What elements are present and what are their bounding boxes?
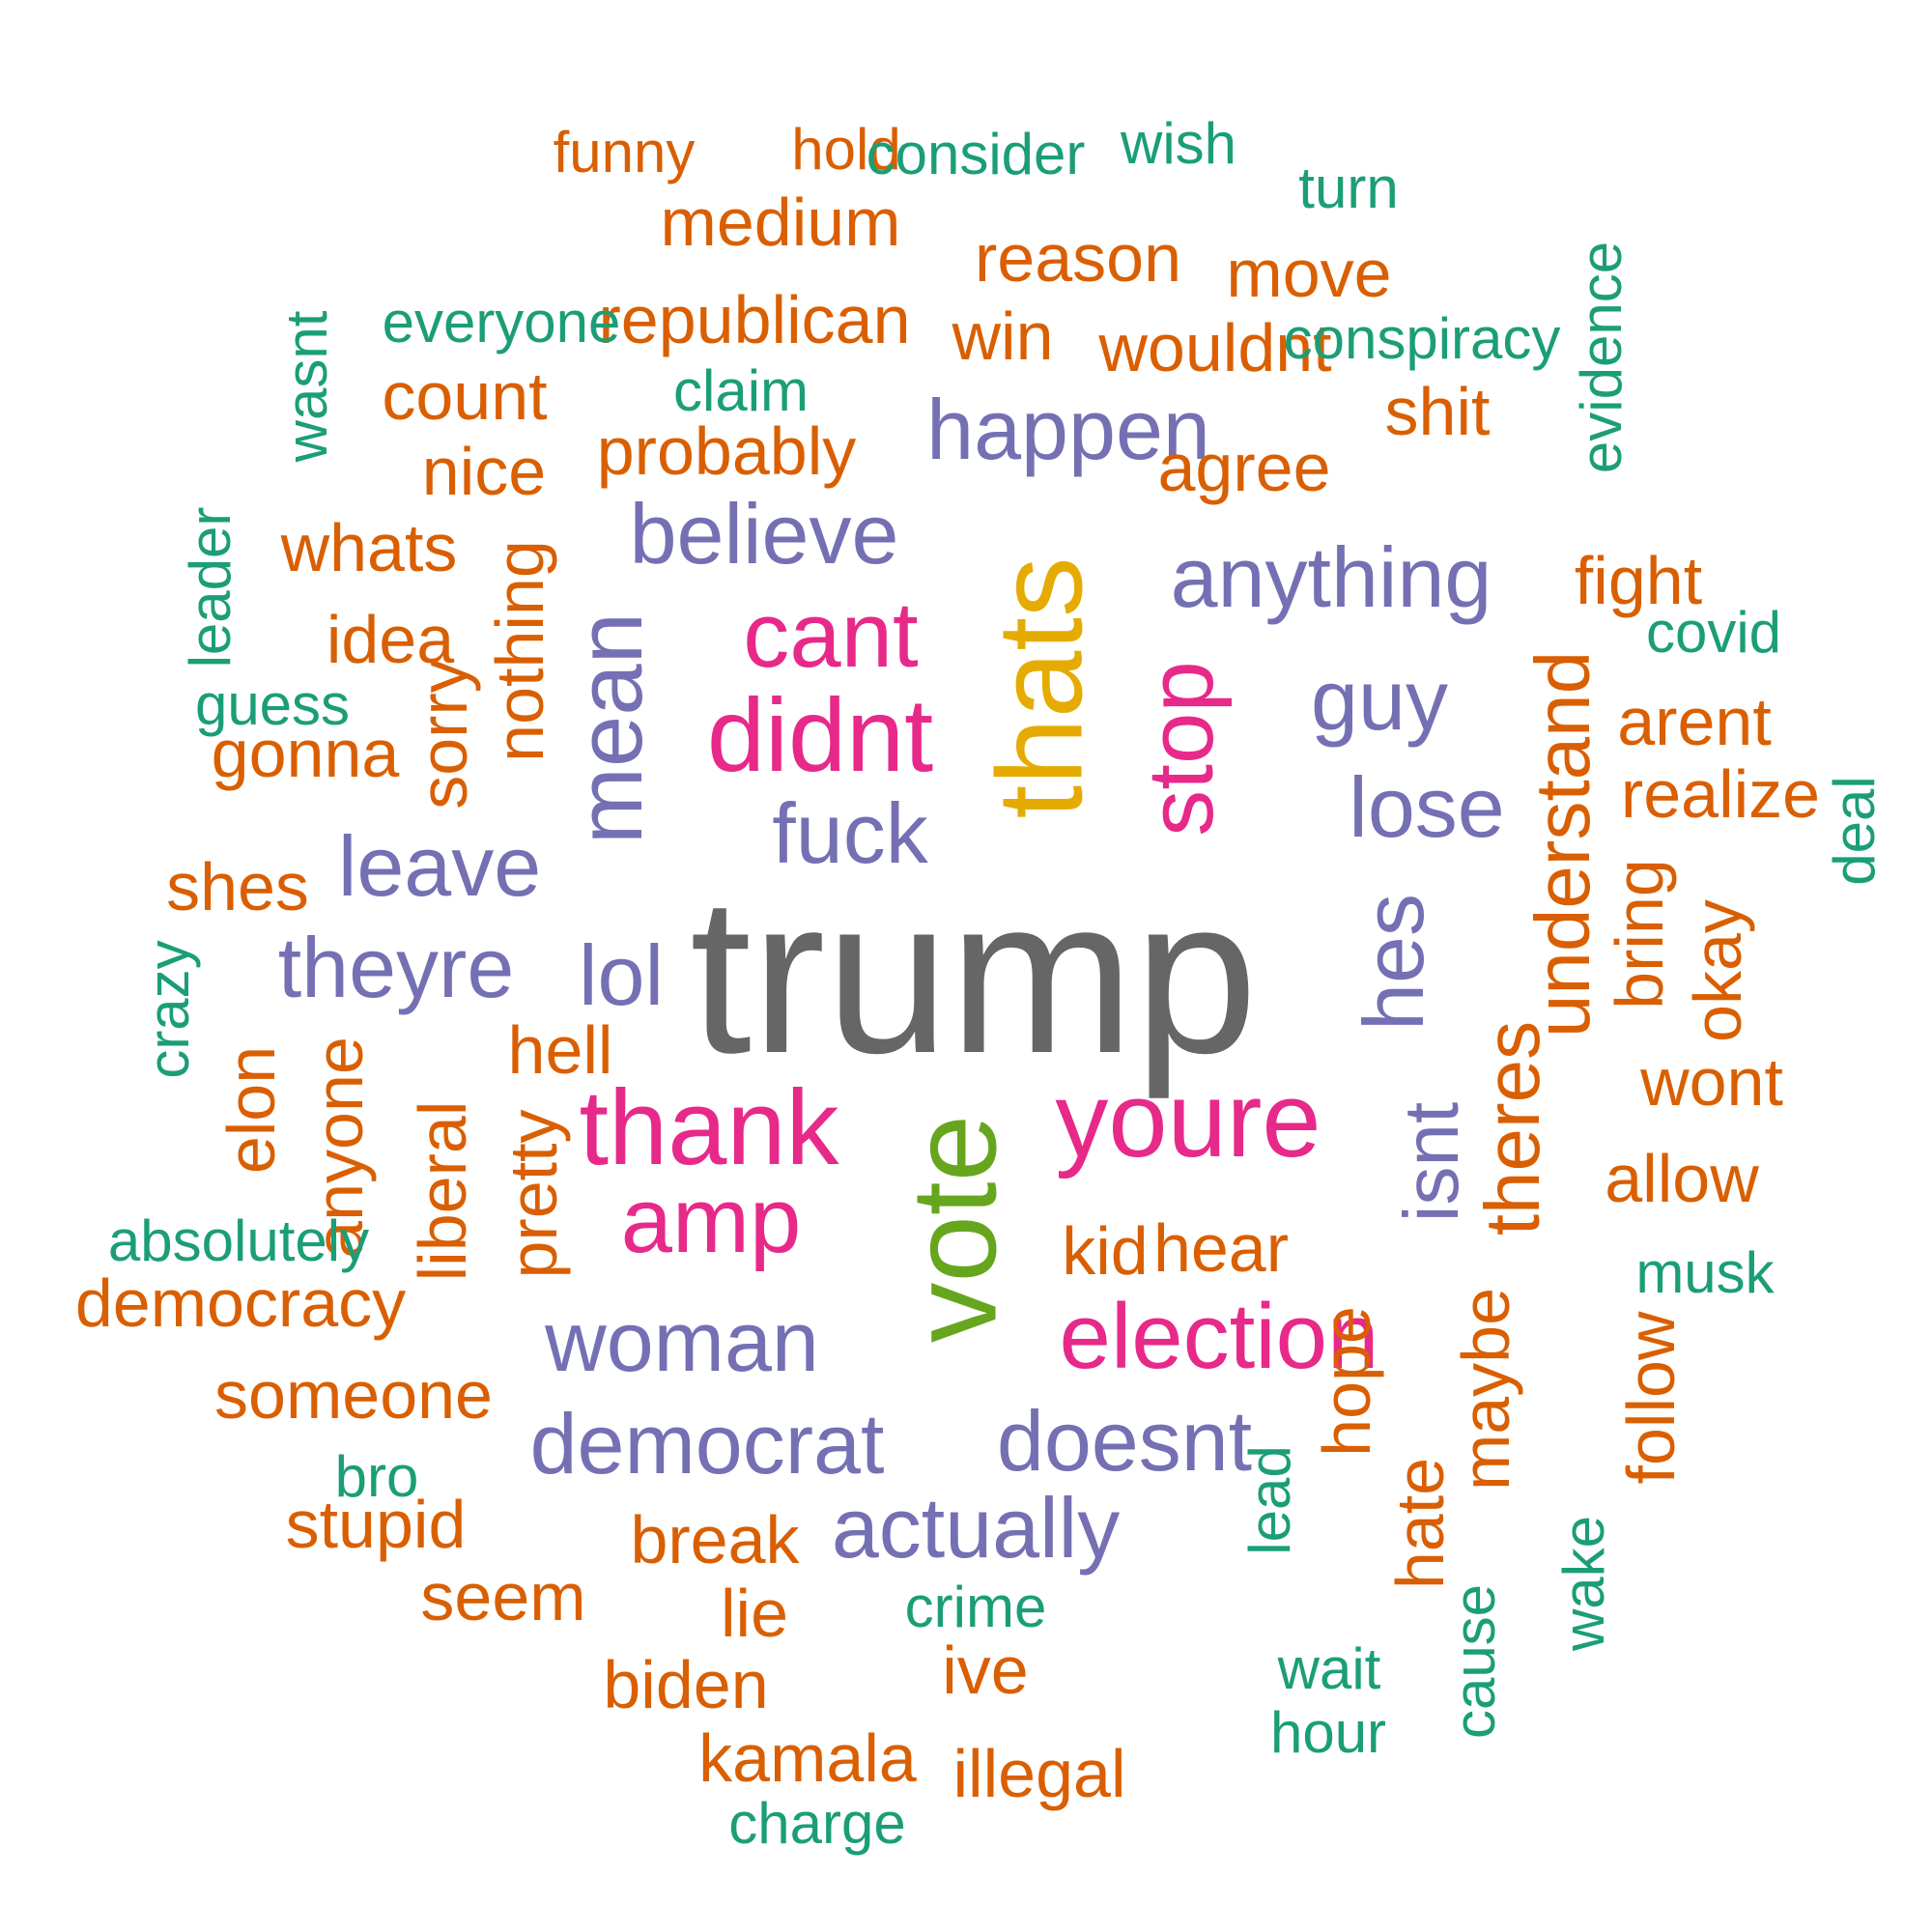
word-democracy: democracy <box>74 1265 407 1341</box>
word-understand: understand <box>1520 650 1605 1038</box>
word-move: move <box>1226 236 1392 311</box>
word-shes: shes <box>166 849 309 924</box>
word-fuck: fuck <box>772 785 928 881</box>
word-follow: follow <box>1613 1311 1689 1485</box>
word-stupid: stupid <box>285 1487 467 1562</box>
word-wont: wont <box>1640 1044 1783 1120</box>
word-nice: nice <box>421 434 547 509</box>
word-hes: hes <box>1346 894 1441 1031</box>
word-everyone: everyone <box>382 290 621 355</box>
word-turn: turn <box>1298 156 1399 220</box>
word-hate: hate <box>1382 1457 1458 1590</box>
word-wish: wish <box>1120 111 1237 176</box>
word-stop: stop <box>1129 661 1233 837</box>
word-illegal: illegal <box>952 1736 1126 1811</box>
word-theyre: theyre <box>277 920 515 1015</box>
word-kid: kid <box>1062 1213 1149 1289</box>
word-bring: bring <box>1602 859 1677 1009</box>
word-bro: bro <box>334 1444 419 1509</box>
word-cause: cause <box>1442 1583 1507 1740</box>
word-allow: allow <box>1605 1141 1759 1216</box>
word-wouldnt: wouldnt <box>1098 310 1332 385</box>
word-biden: biden <box>603 1647 769 1722</box>
word-lead: lead <box>1237 1445 1302 1555</box>
word-democrat: democrat <box>529 1396 885 1492</box>
word-actually: actually <box>831 1480 1121 1576</box>
word-hell: hell <box>507 1012 613 1088</box>
word-kamala: kamala <box>698 1720 917 1796</box>
word-youre: youre <box>1055 1061 1321 1179</box>
word-isnt: isnt <box>1388 1101 1474 1223</box>
word-claim: claim <box>672 358 810 423</box>
word-republican: republican <box>598 282 911 357</box>
word-whats: whats <box>280 510 458 585</box>
word-trump: trump <box>690 851 1258 1099</box>
word-lol: lol <box>578 927 665 1023</box>
word-lie: lie <box>720 1576 789 1651</box>
word-believe: believe <box>629 486 899 582</box>
word-guess: guess <box>194 672 351 737</box>
word-thats: thats <box>973 556 1108 819</box>
word-charge: charge <box>728 1791 906 1856</box>
word-elon: elon <box>213 1045 289 1175</box>
word-shit: shit <box>1384 374 1491 449</box>
word-sorry: sorry <box>406 659 481 810</box>
word-cant: cant <box>743 583 919 687</box>
word-liberal: liberal <box>405 1100 480 1282</box>
word-wasnt: wasnt <box>274 310 339 463</box>
word-lose: lose <box>1349 759 1505 855</box>
word-absolutely: absolutely <box>107 1208 370 1273</box>
word-amp: amp <box>620 1169 802 1272</box>
word-musk: musk <box>1635 1240 1775 1305</box>
word-realize: realize <box>1620 756 1821 832</box>
word-arent: arent <box>1617 684 1772 759</box>
word-vote: vote <box>887 1114 1022 1344</box>
word-pretty: pretty <box>496 1109 571 1279</box>
word-nothing: nothing <box>482 540 557 762</box>
word-covid: covid <box>1645 600 1782 665</box>
word-leader: leader <box>178 506 242 668</box>
word-count: count <box>382 358 548 434</box>
word-probably: probably <box>596 413 857 489</box>
word-wait: wait <box>1277 1636 1381 1701</box>
word-hope: hope <box>1309 1306 1384 1457</box>
word-conspiracy: conspiracy <box>1283 306 1561 371</box>
word-medium: medium <box>660 185 901 260</box>
word-agree: agree <box>1157 430 1331 505</box>
word-hear: hear <box>1152 1210 1290 1286</box>
word-happen: happen <box>926 382 1210 477</box>
word-theres: theres <box>1469 1020 1555 1236</box>
word-hour: hour <box>1269 1700 1387 1765</box>
word-crime: crime <box>904 1575 1047 1639</box>
word-break: break <box>630 1502 800 1577</box>
word-fight: fight <box>1574 543 1703 618</box>
word-seem: seem <box>420 1559 586 1634</box>
word-deal: deal <box>1822 776 1887 886</box>
word-funny: funny <box>553 120 696 185</box>
word-doesnt: doesnt <box>996 1393 1253 1489</box>
word-leave: leave <box>337 818 542 914</box>
word-mean: mean <box>558 611 662 845</box>
word-woman: woman <box>545 1293 819 1389</box>
word-hold: hold <box>791 117 901 182</box>
word-anything: anything <box>1170 529 1492 625</box>
word-consider: consider <box>866 122 1086 186</box>
word-ive: ive <box>942 1633 1029 1708</box>
word-someone: someone <box>214 1357 493 1433</box>
word-didnt: didnt <box>706 676 934 793</box>
word-crazy: crazy <box>136 940 201 1079</box>
word-idea: idea <box>326 602 455 677</box>
word-evidence: evidence <box>1569 241 1634 474</box>
word-wake: wake <box>1551 1515 1616 1652</box>
word-gonna: gonna <box>211 716 400 791</box>
word-maybe: maybe <box>1448 1287 1523 1492</box>
word-election: election <box>1059 1285 1379 1388</box>
word-guy: guy <box>1311 652 1448 748</box>
word-reason: reason <box>974 220 1182 296</box>
word-okay: okay <box>1680 899 1755 1042</box>
word-win: win <box>952 298 1054 374</box>
word-thank: thank <box>579 1068 839 1187</box>
